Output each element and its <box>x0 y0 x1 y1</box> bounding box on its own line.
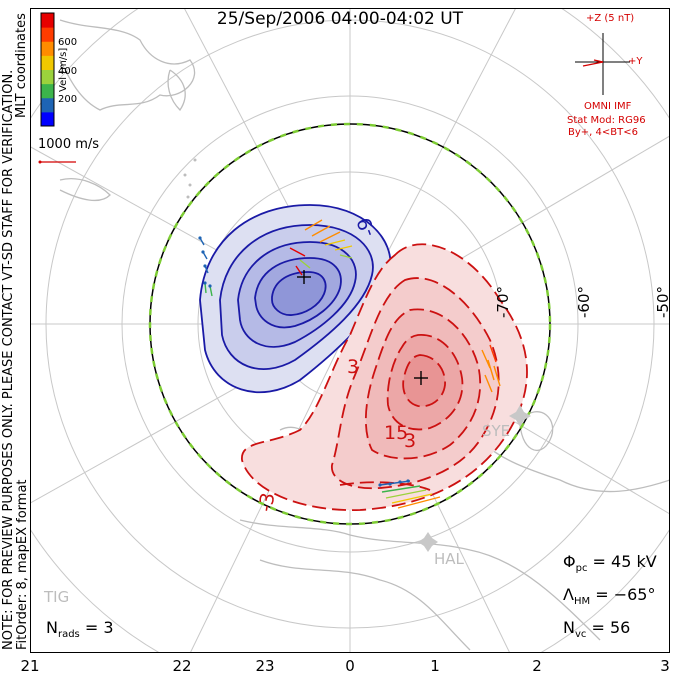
mlt-tick-1: 1 <box>430 657 440 675</box>
imf-model-line2: By+, 4<BT<6 <box>568 127 638 138</box>
mlt-tick-21: 21 <box>20 657 40 675</box>
potential-maximum-marker <box>414 371 428 385</box>
mlt-tick-2: 2 <box>532 657 542 675</box>
station-tig: TIG <box>44 588 70 606</box>
negative-potential-cell <box>199 204 392 394</box>
coastline-dots <box>183 158 197 199</box>
page-title: 25/Sep/2006 04:00-04:02 UT <box>216 9 464 29</box>
scale-swatch <box>41 111 54 127</box>
color-scale-bar <box>40 12 55 127</box>
velocity-reference-label: 1000 m/s <box>38 137 100 152</box>
vector-count: Nvc = 56 <box>563 618 631 641</box>
scale-swatch <box>41 97 54 113</box>
contour-label-neg3: -3 <box>254 491 280 514</box>
mlt-tick-22: 22 <box>172 657 192 675</box>
scale-tick-200: 200 <box>58 94 78 105</box>
imf-z-label: +Z (5 nT) <box>586 13 635 24</box>
notice-line-2: FitOrder: 8, mapEX format <box>15 479 30 650</box>
preview-notice: NOTE: FOR PREVIEW PURPOSES ONLY. PLEASE … <box>1 69 30 650</box>
contour-label-15-visible: 15 <box>384 422 409 444</box>
scale-tick-400: 400 <box>58 66 78 77</box>
imf-y-label: +Y <box>628 56 643 67</box>
mlt-tick-3: 3 <box>660 657 670 675</box>
potential-minimum-marker <box>297 270 311 284</box>
mlt-tick-0: 0 <box>345 657 355 675</box>
mlt-tick-23: 23 <box>255 657 275 675</box>
contour-label-3b: 3 <box>404 430 417 452</box>
cross-polar-potential: Φpc = 45 kV <box>563 552 657 575</box>
imf-source: OMNI IMF <box>584 101 632 112</box>
latitude-label-60: -60° <box>575 286 593 318</box>
latitude-label-50: -50° <box>654 286 672 318</box>
scale-swatch <box>41 13 54 28</box>
scale-swatch <box>41 55 54 70</box>
scale-swatch <box>41 83 54 99</box>
hm-boundary-latitude: ΛHM = −65° <box>563 585 656 608</box>
station-sye: SYE <box>482 422 511 440</box>
scale-tick-600: 600 <box>58 37 78 48</box>
scale-swatch <box>41 27 54 42</box>
notice-line-1: NOTE: FOR PREVIEW PURPOSES ONLY. PLEASE … <box>1 69 16 650</box>
coordinates-label: MLT coordinates <box>14 13 29 118</box>
scale-swatch <box>41 69 54 85</box>
scale-border <box>40 12 55 127</box>
vector-origins <box>198 236 410 487</box>
radar-count: Nrads = 3 <box>46 618 114 641</box>
station-markers <box>418 405 531 552</box>
imf-vector <box>582 61 604 67</box>
positive-potential-cell <box>241 243 528 511</box>
station-hal: HAL <box>434 550 464 568</box>
scale-swatch <box>41 41 54 56</box>
latitude-label-70: -70° <box>494 286 512 318</box>
plot-frame <box>30 8 670 653</box>
imf-model-line1: Stat Mod: RG96 <box>567 115 646 126</box>
contour-label-3a: 3 <box>347 356 360 378</box>
